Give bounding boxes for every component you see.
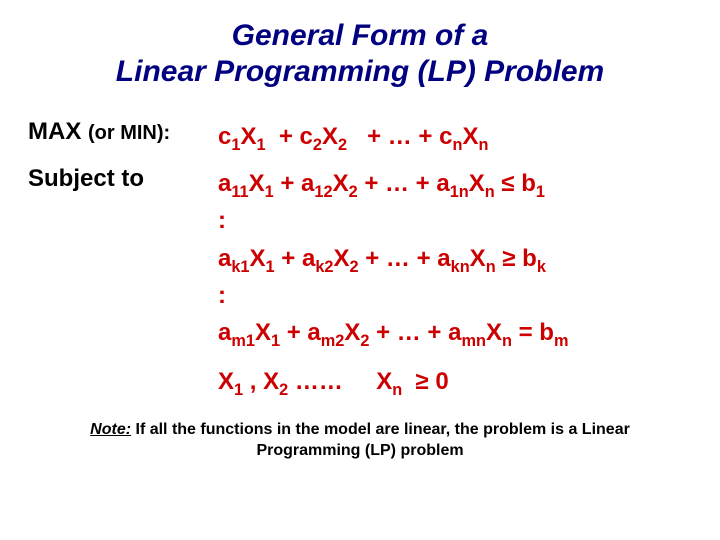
objective-label: MAX (or MIN): — [28, 118, 218, 146]
constraint-line: a11X1 + a12X2 + … + a1nXn ≤ b1 — [218, 165, 692, 202]
slide-title: General Form of a Linear Programming (LP… — [28, 18, 692, 90]
objective-label-paren: (or MIN): — [88, 122, 170, 144]
subject-to-label: Subject to — [28, 165, 218, 193]
objective-row: MAX (or MIN): c1X1 + c2X2 + … + cnXn — [28, 118, 692, 155]
note-text: If all the functions in the model are li… — [131, 421, 630, 459]
constraint-line: : — [218, 277, 692, 314]
title-line-2: Linear Programming (LP) Problem — [116, 55, 604, 88]
constraint-line: : — [218, 202, 692, 239]
constraints-row: Subject to a11X1 + a12X2 + … + a1nXn ≤ b… — [28, 165, 692, 351]
title-line-1: General Form of a — [232, 19, 489, 52]
footer-note: Note: If all the functions in the model … — [28, 420, 692, 462]
constraint-line: am1X1 + am2X2 + … + amnXn = bm — [218, 314, 692, 351]
constraints-block: a11X1 + a12X2 + … + a1nXn ≤ b1 : ak1X1 +… — [218, 165, 692, 351]
note-prefix: Note: — [90, 421, 131, 438]
nonnegativity-row: X1 , X2 …… Xn ≥ 0 — [28, 363, 692, 400]
constraint-line: ak1X1 + ak2X2 + … + aknXn ≥ bk — [218, 240, 692, 277]
nonnegativity-expression: X1 , X2 …… Xn ≥ 0 — [218, 363, 692, 400]
objective-expression: c1X1 + c2X2 + … + cnXn — [218, 118, 692, 155]
objective-label-main: MAX — [28, 118, 88, 145]
slide: General Form of a Linear Programming (LP… — [0, 0, 720, 540]
